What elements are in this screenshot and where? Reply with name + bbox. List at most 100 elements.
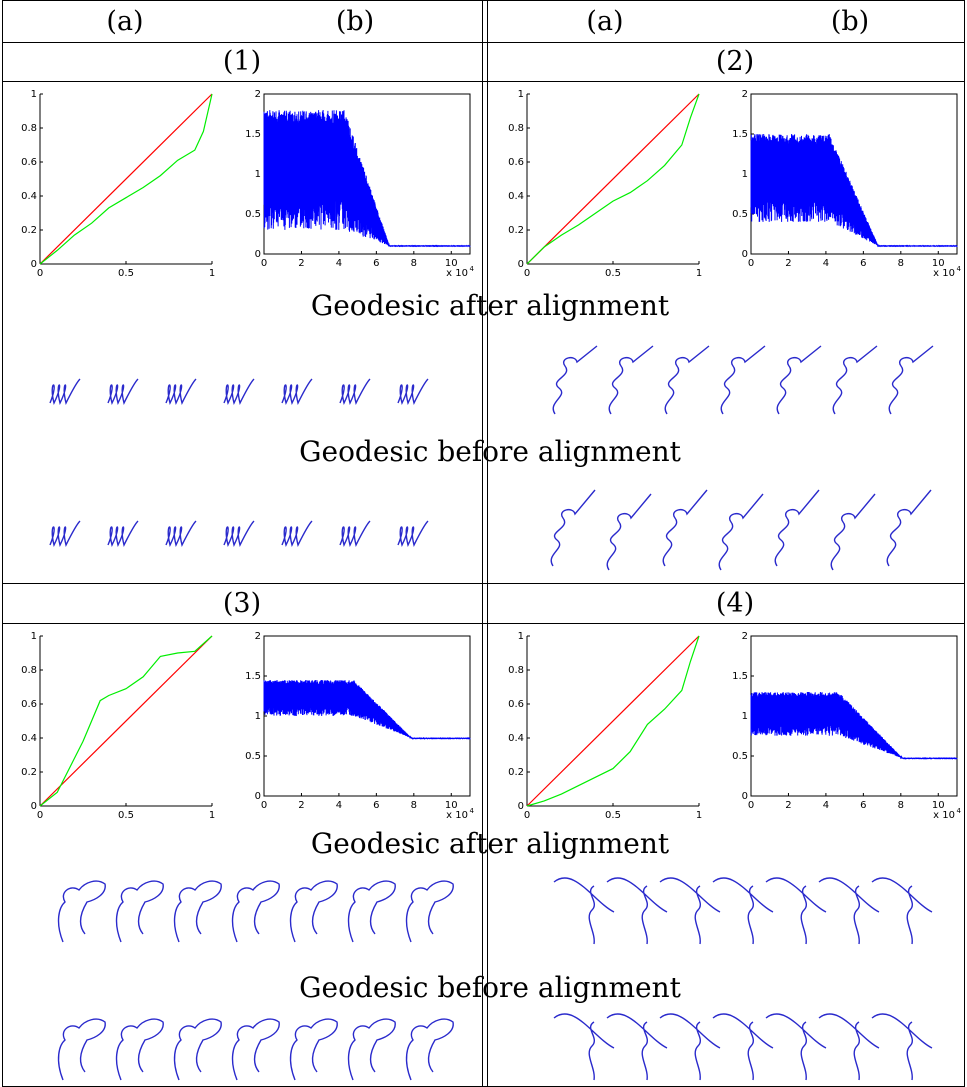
identity-line (526, 93, 700, 265)
geodesic-shape (553, 877, 615, 945)
y-tick-label: 0 (31, 801, 37, 812)
y-tick-label: 0.8 (21, 123, 37, 134)
frame-top (2, 0, 965, 1)
x-tick-label: 1 (209, 810, 215, 821)
geodesic-shape (659, 877, 721, 945)
geodesic-shape (774, 489, 820, 567)
warping-function-line (39, 635, 213, 807)
y-tick-label: 1 (742, 169, 748, 180)
geodesic-shape (776, 345, 822, 415)
geodesic-shape (608, 345, 654, 415)
x-tick-label: 0 (524, 268, 530, 279)
header-rule (2, 42, 965, 43)
geodesic-shape (173, 1018, 222, 1081)
geodesic-shape (818, 1013, 880, 1081)
header-col-b-right: (b) (830, 6, 870, 37)
geodesic-shape (712, 1013, 774, 1081)
panel-label-1: (1) (222, 46, 262, 77)
x-multiplier-exponent: 4 (957, 807, 962, 815)
x-tick-label: 8 (411, 258, 417, 269)
x-tick-label: 10 (932, 800, 945, 811)
label-rule-bottom (2, 623, 965, 624)
x-tick-label: 2 (785, 258, 791, 269)
geodesic-shape (397, 520, 429, 548)
label-rule-top (2, 81, 965, 82)
y-tick-label: 0 (31, 259, 37, 270)
warp-plot-3: 0 0.5 1 0 0.2 0.4 0.6 0.8 1 (21, 631, 215, 821)
warping-function-line (526, 635, 700, 807)
x-tick-label: 0.5 (605, 268, 621, 279)
y-tick-label: 0.6 (21, 157, 37, 168)
geodesic-shape (231, 1018, 280, 1081)
geodesic-shape (49, 520, 81, 548)
geodesic-shape (223, 378, 255, 406)
geodesic-shape (107, 378, 139, 406)
geodesic-shape (886, 489, 932, 567)
y-tick-label: 0.2 (21, 225, 37, 236)
frame-left (2, 0, 3, 1087)
geodesic-shape (765, 1013, 827, 1081)
x-tick-label: 0.5 (118, 268, 134, 279)
caption-after-bottom: Geodesic after alignment (310, 827, 670, 860)
x-tick-label: 0 (748, 258, 754, 269)
geodesic-shape (888, 345, 934, 415)
y-tick-label: 1 (255, 711, 261, 722)
warp-plot-4: 0 0.5 1 0 0.2 0.4 0.6 0.8 1 (508, 631, 702, 821)
y-tick-label: 0 (255, 249, 261, 260)
geodesic-shape (553, 1013, 615, 1081)
x-tick-label: 0 (37, 268, 43, 279)
y-tick-label: 2 (742, 631, 748, 642)
geodesic-shape (664, 345, 710, 415)
geodesic-shape (552, 345, 598, 415)
header-col-b-left: (b) (335, 6, 375, 37)
y-tick-label: 0.5 (245, 209, 261, 220)
energy-series (750, 133, 958, 248)
geodesic-shape (289, 1018, 338, 1081)
warp-plot-2: 0 0.5 1 0 0.2 0.4 0.6 0.8 1 (508, 89, 702, 279)
panel-label-4: (4) (715, 588, 755, 619)
geodesic-shape (49, 378, 81, 406)
x-tick-label: 0.5 (118, 810, 134, 821)
geodesic-shape (606, 1013, 668, 1081)
x-tick-label: 2 (785, 800, 791, 811)
y-tick-label: 1 (518, 89, 524, 100)
frame-right (964, 0, 965, 1087)
geodesic-strip-2-before (550, 489, 932, 571)
y-tick-label: 1 (31, 631, 37, 642)
x-tick-label: 8 (411, 800, 417, 811)
y-tick-label: 0.5 (732, 209, 748, 220)
y-tick-label: 1 (742, 711, 748, 722)
geodesic-shape (339, 378, 371, 406)
x-multiplier-label: x 10 (446, 810, 468, 821)
y-tick-label: 0.6 (508, 157, 524, 168)
x-tick-label: 0.5 (605, 810, 621, 821)
x-tick-label: 10 (445, 258, 458, 269)
y-tick-label: 1 (518, 631, 524, 642)
y-tick-label: 0.4 (21, 733, 37, 744)
geodesic-shape (871, 1013, 933, 1081)
y-tick-label: 0.2 (21, 767, 37, 778)
geodesic-shape (281, 520, 313, 548)
x-tick-label: 2 (298, 258, 304, 269)
y-tick-label: 2 (255, 89, 261, 100)
identity-line (39, 93, 213, 265)
geodesic-shape (606, 493, 652, 571)
caption-before-bottom: Geodesic before alignment (299, 971, 681, 1004)
geodesic-shape (107, 520, 139, 548)
y-tick-label: 1.5 (245, 671, 261, 682)
y-tick-label: 0 (742, 791, 748, 802)
geodesic-strip-4-before (553, 1013, 933, 1081)
geodesic-shape (871, 877, 933, 945)
y-tick-label: 0.6 (21, 699, 37, 710)
geodesic-shape (712, 877, 774, 945)
caption-before-top: Geodesic before alignment (299, 435, 681, 468)
x-tick-label: 1 (696, 268, 702, 279)
geodesic-shape (550, 489, 596, 567)
y-tick-label: 1.5 (732, 671, 748, 682)
center-divider-right (487, 0, 488, 1087)
energy-series (263, 679, 471, 740)
geodesic-shape (173, 880, 222, 943)
y-tick-label: 0.4 (21, 191, 37, 202)
geodesic-shape (832, 345, 878, 415)
x-tick-label: 1 (209, 268, 215, 279)
